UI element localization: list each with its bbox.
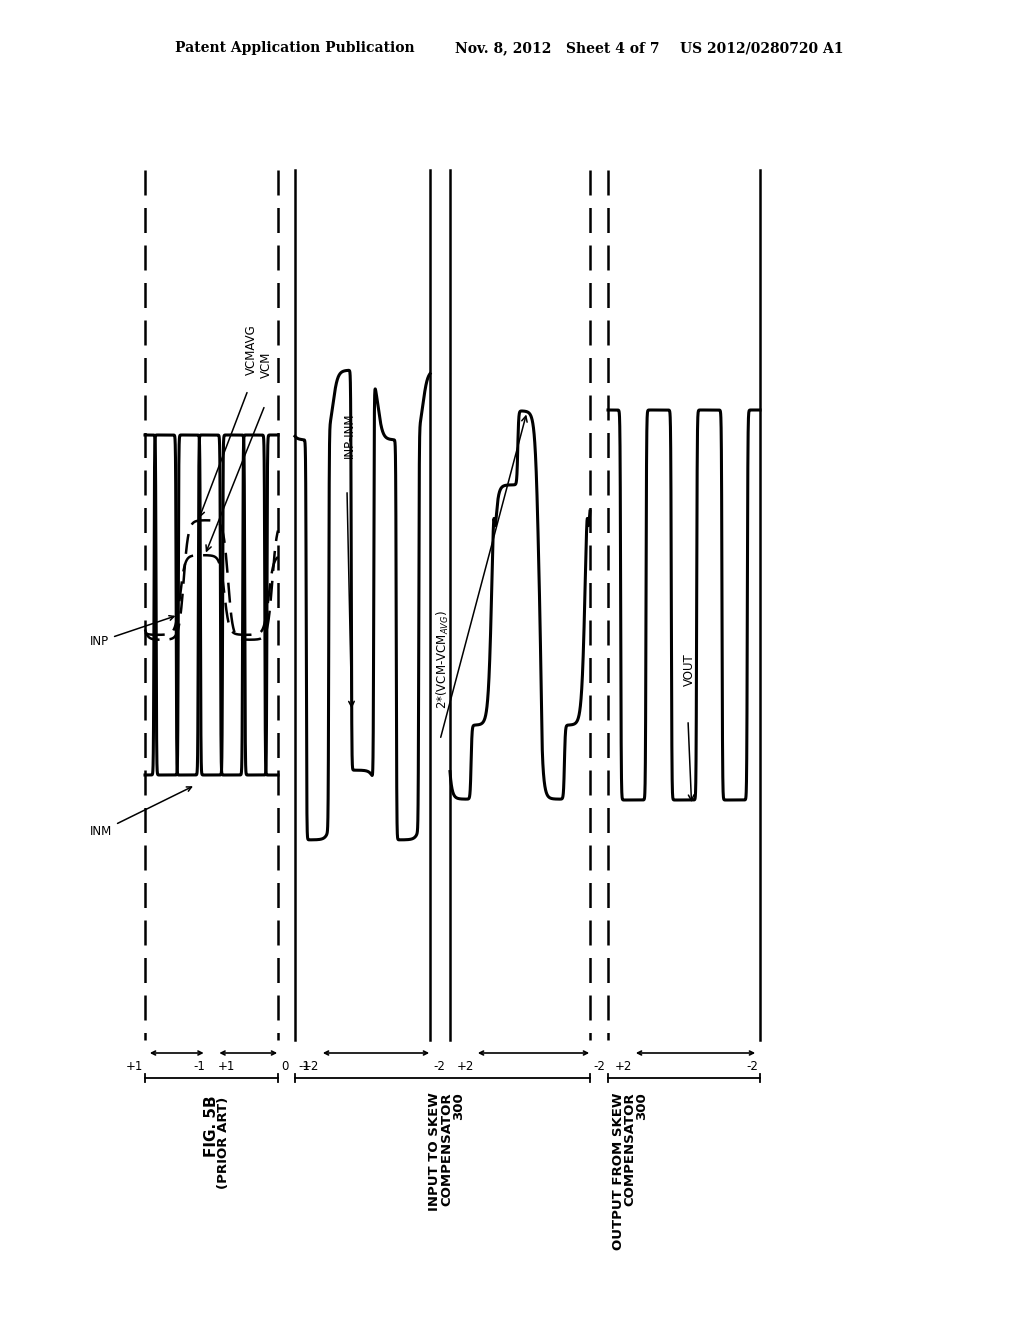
Text: US 2012/0280720 A1: US 2012/0280720 A1 — [680, 41, 844, 55]
Text: -2: -2 — [746, 1060, 758, 1073]
Text: INP-INM: INP-INM — [343, 412, 356, 458]
Text: (PRIOR ART): (PRIOR ART) — [217, 1097, 230, 1189]
Text: OUTPUT FROM SKEW: OUTPUT FROM SKEW — [611, 1092, 625, 1250]
Text: 2*(VCM-VCM$_{AVG}$): 2*(VCM-VCM$_{AVG}$) — [435, 611, 452, 709]
Text: VCM: VCM — [260, 352, 273, 379]
Text: +1: +1 — [217, 1060, 234, 1073]
Text: 0: 0 — [281, 1060, 289, 1073]
Text: INM: INM — [90, 787, 191, 838]
Text: +1: +1 — [126, 1060, 143, 1073]
Text: +2: +2 — [302, 1060, 319, 1073]
Text: Patent Application Publication: Patent Application Publication — [175, 41, 415, 55]
Text: FIG. 5B: FIG. 5B — [204, 1096, 219, 1156]
Text: -1: -1 — [298, 1060, 310, 1073]
Text: Nov. 8, 2012   Sheet 4 of 7: Nov. 8, 2012 Sheet 4 of 7 — [455, 41, 659, 55]
Text: 300: 300 — [636, 1092, 648, 1119]
Text: VOUT: VOUT — [683, 653, 696, 686]
Text: VCMAVG: VCMAVG — [245, 325, 258, 375]
Text: -1: -1 — [194, 1060, 206, 1073]
Text: INPUT TO SKEW: INPUT TO SKEW — [428, 1092, 441, 1210]
Text: 300: 300 — [452, 1092, 465, 1119]
Text: +2: +2 — [614, 1060, 632, 1073]
Text: COMPENSATOR: COMPENSATOR — [440, 1092, 453, 1205]
Text: +2: +2 — [457, 1060, 474, 1073]
Text: COMPENSATOR: COMPENSATOR — [624, 1092, 637, 1205]
Text: INP: INP — [90, 615, 174, 648]
Text: -2: -2 — [593, 1060, 605, 1073]
Text: -2: -2 — [433, 1060, 444, 1073]
